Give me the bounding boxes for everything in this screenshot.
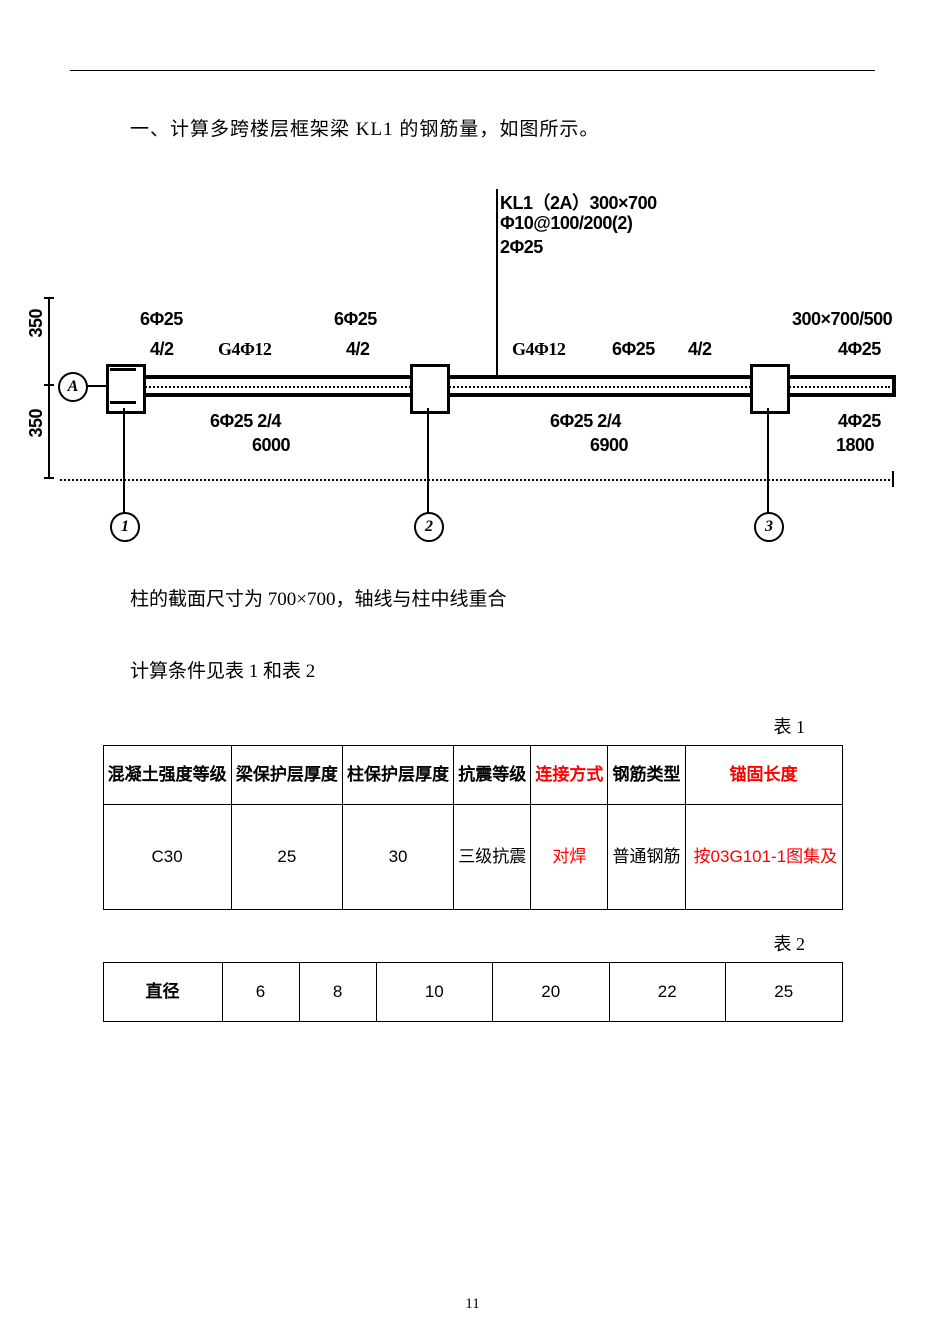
- cantilever: 1800: [836, 435, 874, 456]
- top-rebar-b2: 6Φ25: [612, 339, 655, 360]
- t1-h1: 梁保护层厚度: [231, 745, 342, 804]
- frac-42-b: 4/2: [346, 339, 370, 360]
- column-3: [750, 364, 790, 414]
- spec-line-3: 2Φ25: [500, 237, 543, 258]
- dim-v-top: 350: [26, 309, 47, 338]
- table-2-row: 直径 6 8 10 20 22 25: [103, 962, 842, 1021]
- g-label-1: G4Φ12: [218, 339, 271, 360]
- t1-c6: 按03G101-1图集及: [685, 804, 842, 909]
- spec-line-1: KL1（2A）300×700: [500, 189, 657, 215]
- t2-c5: 22: [609, 962, 725, 1021]
- spec-line-2: Φ10@100/200(2): [500, 213, 632, 234]
- t2-c0: 直径: [103, 962, 222, 1021]
- page-number: 11: [0, 1296, 945, 1313]
- table-2-label: 表 2: [70, 930, 805, 956]
- t1-c4: 对焊: [531, 804, 608, 909]
- t2-c3: 10: [376, 962, 492, 1021]
- frac-42-c: 4/2: [688, 339, 712, 360]
- t1-c2: 30: [342, 804, 453, 909]
- axis-label-3: 3: [754, 512, 784, 542]
- t1-c5: 普通钢筋: [608, 804, 685, 909]
- t1-c1: 25: [231, 804, 342, 909]
- frac-42-a: 4/2: [150, 339, 174, 360]
- right-section-top: 300×700/500: [792, 309, 892, 330]
- table-1: 混凝土强度等级 梁保护层厚度 柱保护层厚度 抗震等级 连接方式 钢筋类型 锚固长…: [103, 745, 843, 910]
- t2-c2: 8: [299, 962, 376, 1021]
- g-label-2: G4Φ12: [512, 339, 565, 360]
- t2-c6: 25: [725, 962, 842, 1021]
- span-1: 6000: [252, 435, 290, 456]
- bottom-rebar-a: 6Φ25 2/4: [210, 411, 281, 432]
- problem-statement: 一、计算多跨楼层框架梁 KL1 的钢筋量，如图所示。: [130, 111, 875, 149]
- column-1: [106, 364, 146, 414]
- axis-label-a: A: [58, 372, 88, 402]
- table-1-data-row: C30 25 30 三级抗震 对焊 普通钢筋 按03G101-1图集及: [103, 804, 842, 909]
- t1-h3: 抗震等级: [454, 745, 531, 804]
- caption-column-size: 柱的截面尺寸为 700×700，轴线与柱中线重合: [130, 579, 875, 621]
- axis-label-2: 2: [414, 512, 444, 542]
- t1-h6: 锚固长度: [685, 745, 842, 804]
- bottom-rebar-b: 6Φ25 2/4: [550, 411, 621, 432]
- t2-c4: 20: [493, 962, 609, 1021]
- column-2: [410, 364, 450, 414]
- dim-v-bot: 350: [26, 409, 47, 438]
- right-section-bot: 4Φ25: [838, 411, 881, 432]
- t1-h5: 钢筋类型: [608, 745, 685, 804]
- t1-c3: 三级抗震: [454, 804, 531, 909]
- t1-c6-text: 按03G101-1图集及: [694, 847, 838, 866]
- top-rebar-a1: 6Φ25: [140, 309, 183, 330]
- top-rebar-a2: 6Φ25: [334, 309, 377, 330]
- t1-c0: C30: [103, 804, 231, 909]
- table-2: 直径 6 8 10 20 22 25: [103, 962, 843, 1022]
- caption-conditions: 计算条件见表 1 和表 2: [130, 651, 875, 693]
- table-1-header-row: 混凝土强度等级 梁保护层厚度 柱保护层厚度 抗震等级 连接方式 钢筋类型 锚固长…: [103, 745, 842, 804]
- t1-h0: 混凝土强度等级: [103, 745, 231, 804]
- table-1-label: 表 1: [70, 713, 805, 739]
- t1-h2: 柱保护层厚度: [342, 745, 453, 804]
- right-section-mid: 4Φ25: [838, 339, 881, 360]
- beam-diagram: 350 350 A KL1（2A）300×700 Φ10@100/200(2) …: [30, 179, 900, 559]
- t1-h4: 连接方式: [531, 745, 608, 804]
- span-2: 6900: [590, 435, 628, 456]
- t2-c1: 6: [222, 962, 299, 1021]
- axis-label-1: 1: [110, 512, 140, 542]
